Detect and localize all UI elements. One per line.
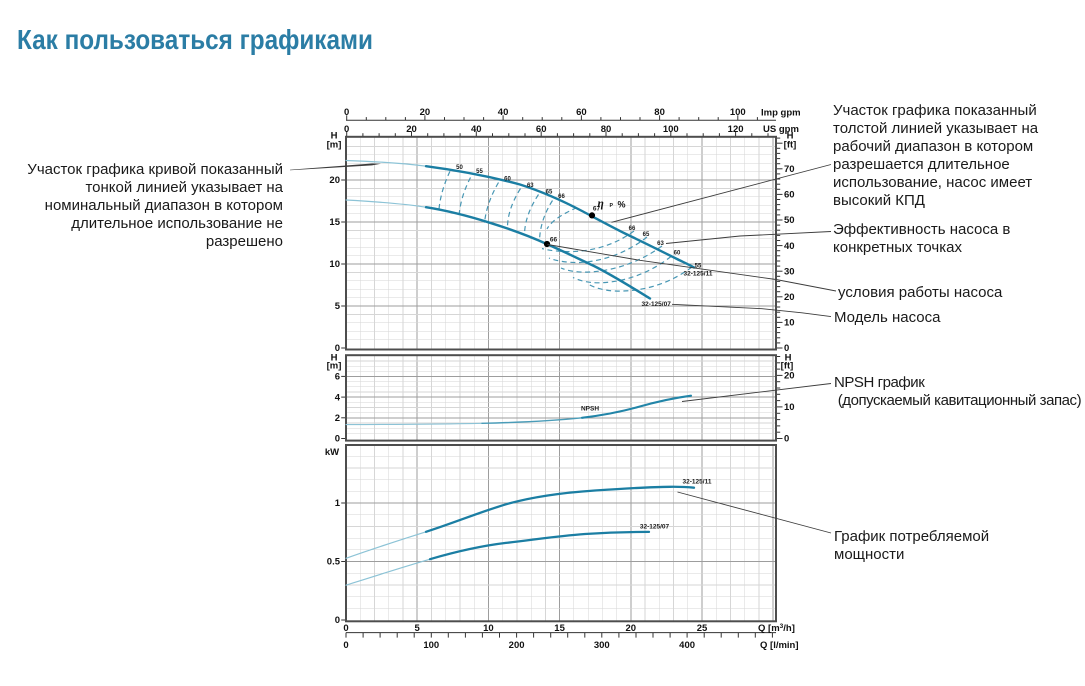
svg-text:0: 0 (343, 640, 348, 651)
svg-text:40: 40 (471, 124, 482, 135)
svg-text:40: 40 (784, 241, 795, 252)
svg-text:P: P (610, 203, 614, 209)
svg-text:50: 50 (456, 165, 463, 171)
svg-text:0: 0 (344, 107, 349, 118)
svg-text:66: 66 (629, 226, 636, 232)
svg-text:40: 40 (498, 107, 509, 118)
svg-text:0: 0 (784, 343, 789, 354)
svg-text:100: 100 (423, 640, 439, 651)
svg-text:63: 63 (527, 183, 534, 189)
svg-text:65: 65 (546, 189, 553, 195)
svg-text:32-125/11: 32-125/11 (684, 270, 713, 277)
svg-text:32-125/07: 32-125/07 (640, 524, 670, 531)
svg-text:80: 80 (601, 124, 612, 135)
svg-text:10: 10 (784, 402, 795, 413)
svg-text:US gpm: US gpm (763, 124, 799, 135)
svg-text:200: 200 (509, 640, 525, 651)
svg-text:120: 120 (728, 124, 744, 135)
svg-text:H: H (331, 131, 338, 142)
svg-text:kW: kW (325, 447, 339, 458)
svg-text:0: 0 (335, 434, 340, 445)
svg-text:0: 0 (335, 343, 340, 354)
svg-text:60: 60 (674, 251, 681, 257)
svg-text:50: 50 (784, 215, 795, 226)
svg-text:[ft]: [ft] (781, 361, 794, 372)
svg-text:55: 55 (476, 169, 483, 175)
svg-text:H: H (331, 353, 338, 364)
svg-text:H: H (785, 353, 792, 364)
svg-text:[m]: [m] (327, 361, 342, 372)
svg-text:[ft]: [ft] (784, 140, 797, 151)
svg-text:80: 80 (654, 107, 665, 118)
svg-text:20: 20 (406, 124, 417, 135)
svg-text:10: 10 (784, 318, 795, 329)
svg-text:60: 60 (784, 190, 795, 201)
svg-text:60: 60 (504, 177, 511, 183)
svg-text:300: 300 (594, 640, 610, 651)
svg-text:20: 20 (626, 623, 637, 634)
svg-text:20: 20 (420, 107, 431, 118)
svg-text:0: 0 (343, 623, 348, 634)
svg-text:63: 63 (657, 241, 664, 247)
svg-text:0: 0 (784, 434, 789, 445)
svg-text:5: 5 (415, 623, 421, 634)
svg-text:66: 66 (550, 237, 558, 244)
svg-text:Q [l/min]: Q [l/min] (760, 640, 799, 651)
svg-text:67: 67 (593, 206, 601, 213)
svg-text:20: 20 (784, 371, 795, 382)
svg-text:Q [m3/h]: Q [m3/h] (758, 623, 795, 634)
svg-text:32-125/11: 32-125/11 (683, 479, 712, 486)
svg-text:25: 25 (697, 623, 708, 634)
svg-text:NPSH: NPSH (581, 406, 599, 413)
svg-text:H: H (787, 131, 794, 142)
svg-text:0: 0 (344, 124, 349, 135)
svg-text:30: 30 (784, 266, 795, 277)
svg-text:15: 15 (329, 217, 340, 228)
svg-text:[m]: [m] (327, 139, 342, 150)
svg-text:2: 2 (335, 413, 340, 424)
svg-text:100: 100 (730, 107, 746, 118)
svg-text:0.5: 0.5 (327, 557, 341, 568)
svg-text:400: 400 (679, 640, 695, 651)
svg-text:0: 0 (335, 615, 340, 626)
svg-text:60: 60 (536, 124, 547, 135)
svg-text:65: 65 (643, 232, 650, 238)
svg-text:6: 6 (335, 372, 340, 383)
svg-text:70: 70 (784, 164, 795, 175)
svg-text:η: η (598, 198, 604, 210)
svg-text:4: 4 (335, 392, 341, 403)
svg-text:15: 15 (554, 623, 565, 634)
svg-text:66: 66 (558, 194, 565, 200)
svg-text:60: 60 (576, 107, 587, 118)
svg-text:100: 100 (663, 124, 679, 135)
svg-text:10: 10 (483, 623, 494, 634)
svg-text:1: 1 (335, 498, 341, 509)
svg-text:32-125/07: 32-125/07 (642, 301, 672, 308)
svg-text:20: 20 (784, 292, 795, 303)
svg-text:%: % (618, 200, 626, 210)
svg-text:10: 10 (329, 259, 340, 270)
svg-text:Imp gpm: Imp gpm (761, 108, 801, 119)
svg-text:20: 20 (329, 175, 340, 186)
svg-text:5: 5 (335, 301, 341, 312)
svg-text:55: 55 (695, 264, 702, 270)
